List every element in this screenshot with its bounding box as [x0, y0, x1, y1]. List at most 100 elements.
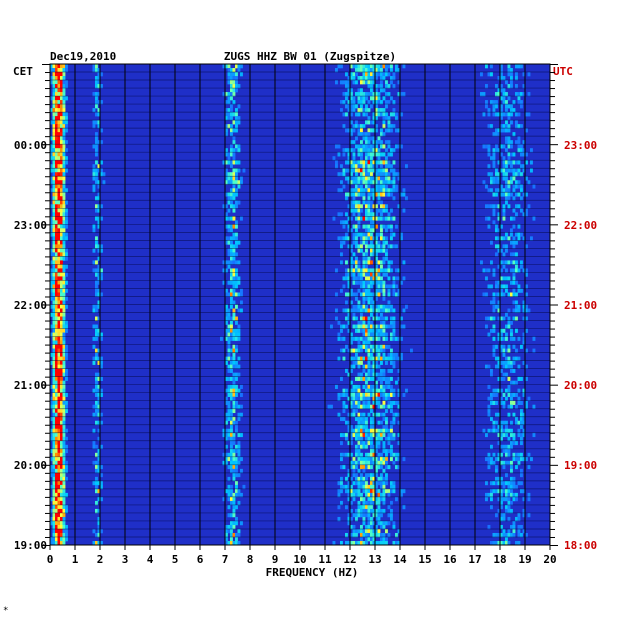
- heatmap-cell: [50, 360, 53, 365]
- heatmap-cell: [57, 68, 61, 73]
- heatmap-cell: [235, 220, 238, 225]
- heatmap-cell: [60, 96, 63, 101]
- heatmap-cell: [227, 64, 231, 69]
- heatmap-cell: [350, 484, 353, 490]
- heatmap-cell: [515, 456, 518, 462]
- heatmap-cell: [235, 320, 238, 325]
- heatmap-cell: [57, 352, 61, 357]
- heatmap-cell: [387, 400, 391, 406]
- heatmap-cell: [55, 464, 58, 470]
- heatmap-cell: [232, 276, 236, 281]
- heatmap-cell: [515, 124, 518, 129]
- heatmap-cell: [517, 124, 521, 129]
- heatmap-cell: [55, 248, 58, 253]
- heatmap-cell: [525, 456, 528, 462]
- heatmap-cell: [65, 356, 68, 361]
- heatmap-cell: [380, 312, 383, 317]
- heatmap-cell: [387, 440, 391, 446]
- heatmap-cell: [385, 172, 388, 177]
- heatmap-cell: [60, 148, 63, 153]
- heatmap-cell: [520, 424, 523, 430]
- heatmap-cell: [375, 260, 378, 265]
- heatmap-cell: [520, 124, 523, 129]
- heatmap-cell: [62, 236, 66, 241]
- heatmap-cell: [92, 444, 96, 450]
- heatmap-cell: [340, 80, 343, 85]
- heatmap-cell: [507, 444, 511, 450]
- heatmap-cell: [375, 208, 378, 213]
- heatmap-cell: [57, 128, 61, 133]
- heatmap-cell: [382, 236, 386, 241]
- heatmap-cell: [510, 500, 513, 506]
- heatmap-cell: [390, 456, 393, 462]
- heatmap-cell: [370, 212, 373, 217]
- heatmap-cell: [517, 428, 521, 434]
- heatmap-cell: [350, 356, 353, 361]
- heatmap-cell: [60, 412, 63, 418]
- heatmap-cell: [345, 484, 348, 490]
- left-time-label: 20:00: [14, 459, 47, 472]
- heatmap-cell: [505, 188, 508, 193]
- heatmap-cell: [382, 372, 386, 377]
- heatmap-cell: [367, 200, 371, 205]
- heatmap-cell: [502, 400, 506, 406]
- heatmap-cell: [392, 160, 396, 165]
- heatmap-cell: [355, 464, 358, 470]
- heatmap-cell: [382, 296, 386, 301]
- heatmap-cell: [380, 88, 383, 93]
- heatmap-cell: [52, 448, 56, 454]
- heatmap-cell: [495, 512, 498, 518]
- heatmap-cell: [367, 144, 371, 149]
- heatmap-cell: [382, 332, 386, 337]
- heatmap-cell: [232, 196, 236, 201]
- heatmap-cell: [507, 192, 511, 197]
- heatmap-cell: [355, 444, 358, 450]
- heatmap-cell: [335, 316, 338, 321]
- heatmap-cell: [362, 420, 366, 426]
- heatmap-cell: [235, 280, 238, 285]
- heatmap-cell: [52, 376, 56, 381]
- heatmap-cell: [375, 488, 378, 494]
- heatmap-cell: [500, 504, 503, 510]
- heatmap-cell: [367, 236, 371, 241]
- heatmap-cell: [507, 436, 511, 442]
- heatmap-cell: [237, 260, 241, 265]
- heatmap-cell: [360, 324, 363, 329]
- heatmap-cell: [232, 468, 236, 474]
- heatmap-cell: [375, 468, 378, 474]
- heatmap-cell: [517, 512, 521, 518]
- heatmap-cell: [505, 332, 508, 337]
- heatmap-cell: [65, 216, 68, 221]
- heatmap-cell: [380, 164, 383, 169]
- heatmap-cell: [57, 364, 61, 369]
- heatmap-cell: [505, 168, 508, 173]
- heatmap-cell: [50, 284, 53, 289]
- heatmap-cell: [100, 420, 103, 426]
- heatmap-cell: [355, 316, 358, 321]
- heatmap-cell: [517, 356, 521, 361]
- heatmap-cell: [382, 400, 386, 406]
- heatmap-cell: [375, 176, 378, 181]
- heatmap-cell: [60, 424, 63, 430]
- heatmap-cell: [365, 108, 368, 113]
- heatmap-cell: [362, 364, 366, 369]
- heatmap-cell: [485, 184, 488, 189]
- heatmap-cell: [57, 64, 61, 69]
- heatmap-cell: [385, 188, 388, 193]
- heatmap-cell: [370, 304, 373, 309]
- heatmap-cell: [362, 340, 366, 345]
- heatmap-cell: [225, 212, 228, 217]
- heatmap-cell: [390, 516, 393, 522]
- heatmap-cell: [395, 540, 398, 546]
- heatmap-cell: [507, 324, 511, 329]
- heatmap-cell: [97, 488, 101, 494]
- heatmap-cell: [525, 404, 528, 410]
- heatmap-cell: [520, 524, 523, 530]
- heatmap-cell: [370, 192, 373, 197]
- heatmap-cell: [65, 168, 68, 173]
- heatmap-cell: [517, 172, 521, 177]
- heatmap-cell: [362, 332, 366, 337]
- heatmap-cell: [57, 528, 61, 534]
- heatmap-cell: [55, 312, 58, 317]
- heatmap-cell: [357, 300, 361, 305]
